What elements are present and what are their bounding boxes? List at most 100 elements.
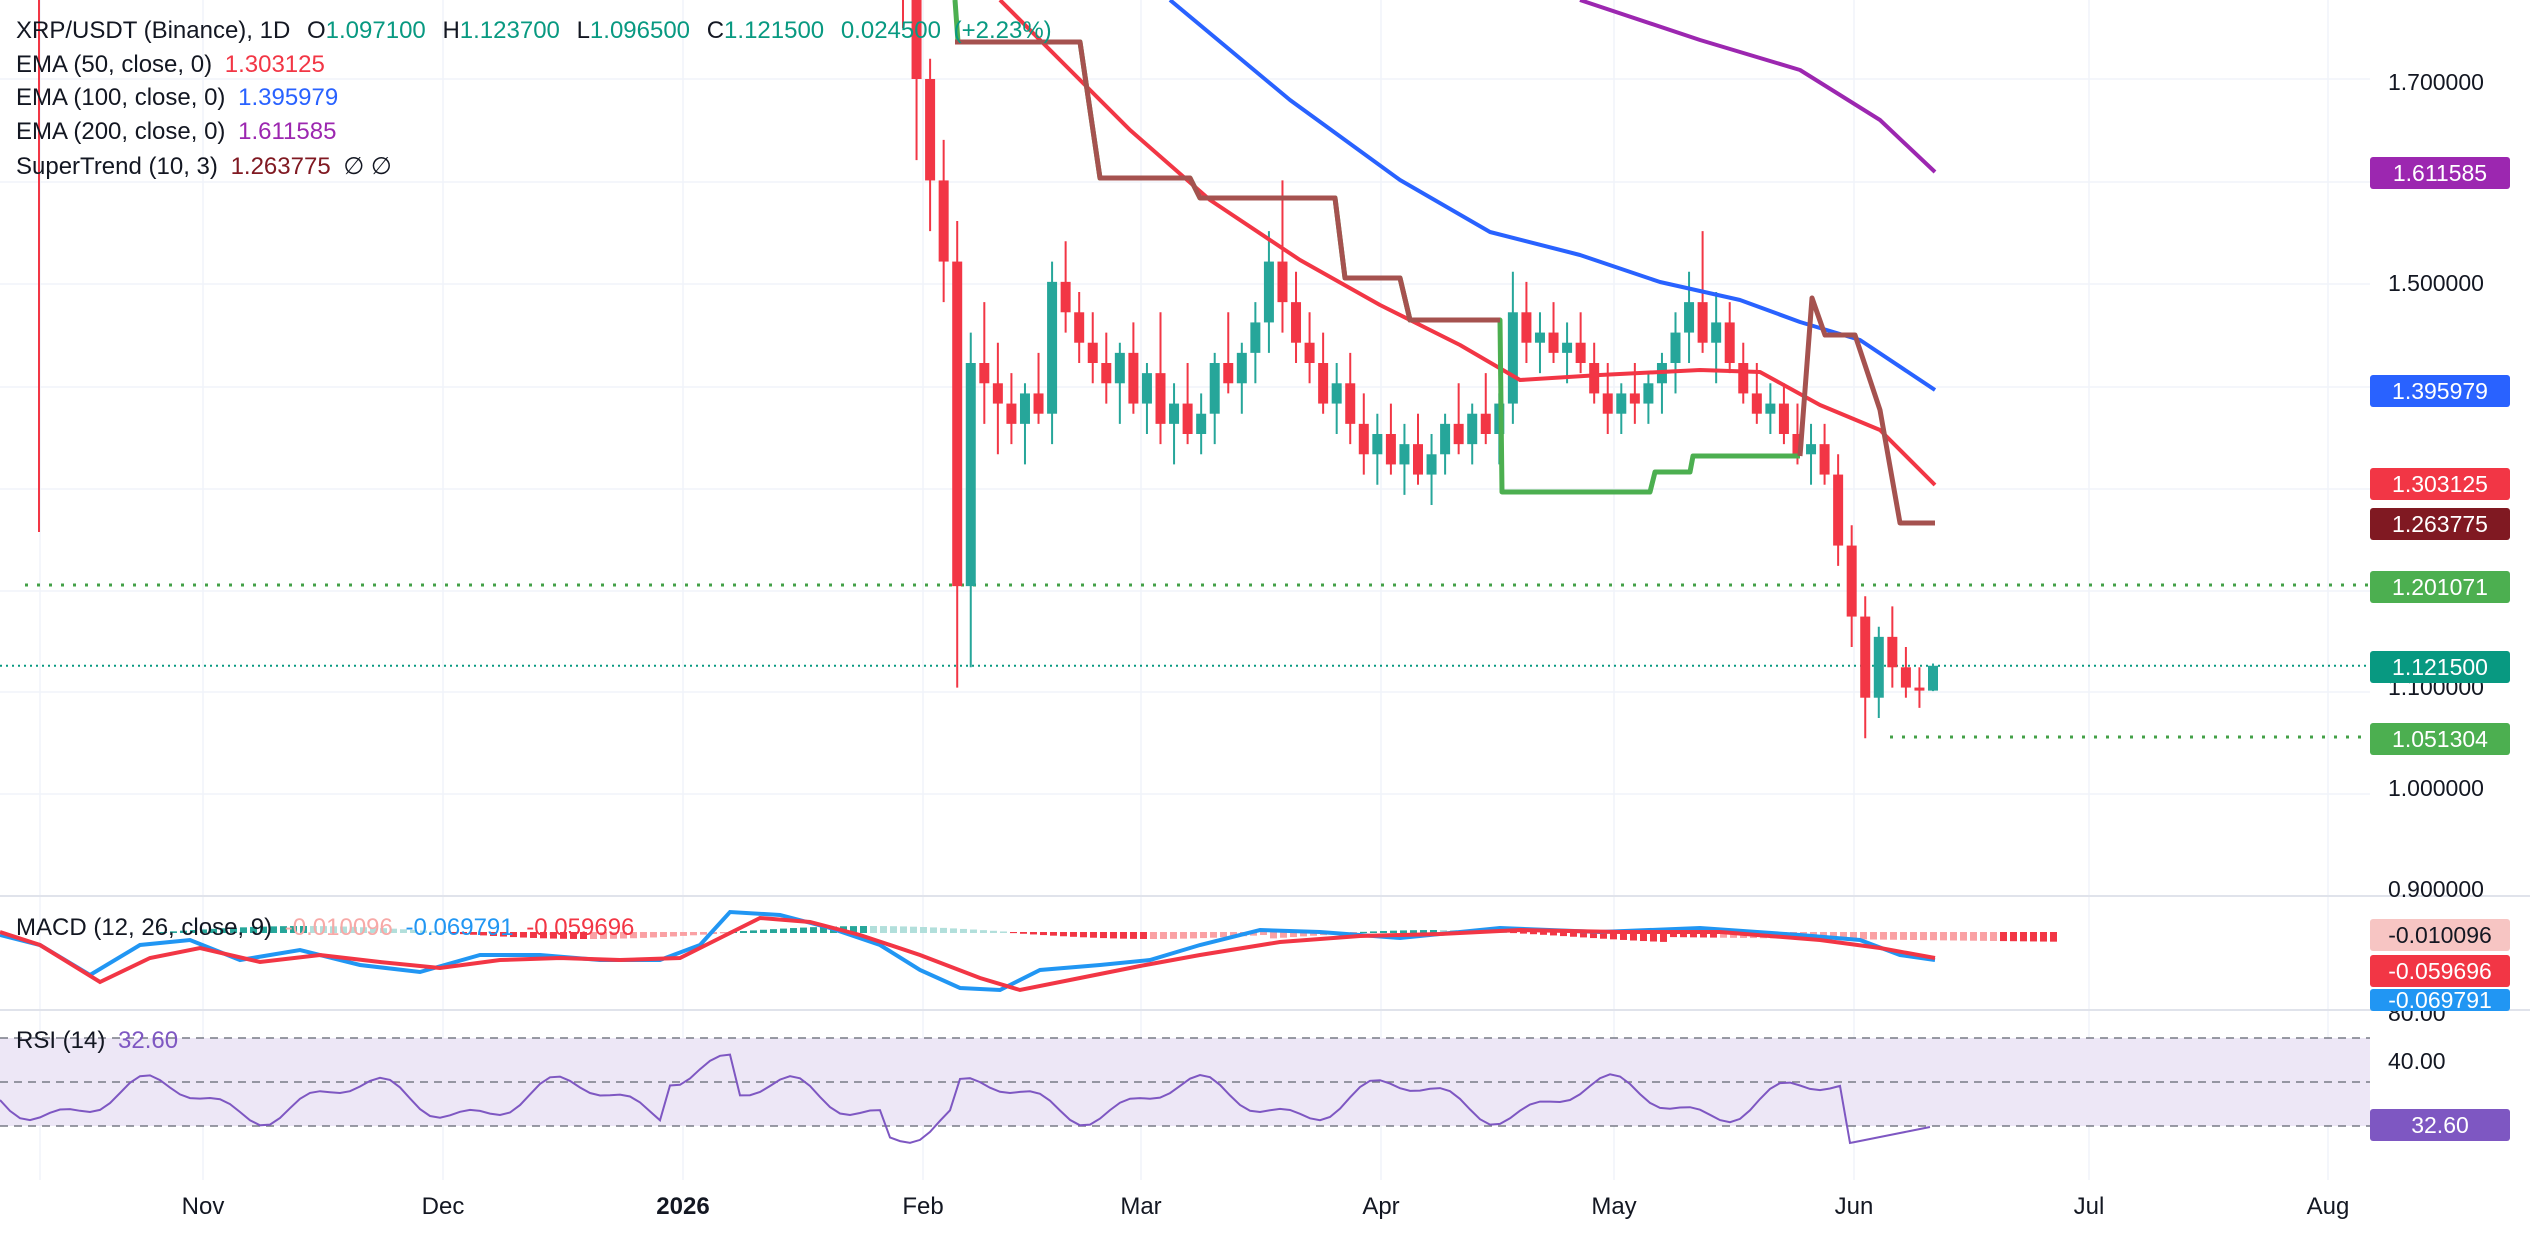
macd-histogram-bar xyxy=(280,926,287,933)
candle xyxy=(1440,413,1451,475)
candle-body xyxy=(1141,373,1152,404)
macd-histogram-bar xyxy=(970,929,977,933)
close-label: C xyxy=(706,17,725,44)
macd-histogram-bar xyxy=(1310,932,1317,936)
macd-histogram-bar xyxy=(160,932,167,933)
candle xyxy=(1385,403,1396,475)
macd-histogram-bar xyxy=(1620,932,1627,940)
candle xyxy=(1846,525,1857,647)
x-tick-feb: Feb xyxy=(902,1193,944,1220)
supertrend-legend[interactable]: SuperTrend (10, 3) 1.263775 ∅ ∅ xyxy=(16,152,392,181)
macd-histogram-bar xyxy=(1640,932,1647,942)
ema100-label: EMA (100, close, 0) xyxy=(16,84,226,111)
candle-body xyxy=(1291,302,1302,343)
candle-body xyxy=(1833,474,1844,546)
macd-histogram-bar xyxy=(320,926,327,933)
candle-body xyxy=(1385,434,1396,465)
candle-body xyxy=(1575,342,1586,363)
candle-body xyxy=(1521,312,1532,343)
ema200-legend[interactable]: EMA (200, close, 0) 1.611585 xyxy=(16,118,336,146)
macd-histogram-bar xyxy=(1250,932,1257,936)
macd-histogram-bar xyxy=(1560,932,1567,937)
macd-histogram-bar xyxy=(1200,932,1207,939)
macd-histogram-bar xyxy=(1840,932,1847,940)
macd-histogram-bar xyxy=(270,926,277,933)
macd-histogram-bar xyxy=(930,927,937,933)
candle-body xyxy=(1196,413,1207,434)
candle-body xyxy=(1019,393,1030,424)
candle-body xyxy=(992,383,1003,404)
candle-body xyxy=(1114,352,1125,384)
x-tick-dec: Dec xyxy=(421,1193,465,1220)
candle-body xyxy=(1467,413,1478,445)
rsi-legend[interactable]: RSI (14) 32.60 xyxy=(16,1027,178,1055)
macd-histogram-bar xyxy=(520,932,527,938)
candle xyxy=(1141,363,1152,434)
candle xyxy=(1914,667,1925,708)
candle xyxy=(925,58,936,232)
candle xyxy=(1169,383,1180,465)
supertrend-down-line xyxy=(955,39,1500,323)
macd-histogram-bar xyxy=(490,932,497,937)
supertrend-extra: ∅ ∅ xyxy=(343,153,392,180)
candle-body xyxy=(1792,434,1803,455)
macd-histogram-bar xyxy=(1540,932,1547,935)
candle xyxy=(1114,342,1125,424)
candle xyxy=(1548,302,1559,363)
candle-body xyxy=(1602,393,1613,414)
macd-histogram-bar xyxy=(1050,932,1057,936)
candle xyxy=(1263,231,1274,353)
macd-histogram-bar xyxy=(1080,932,1087,938)
candle xyxy=(952,221,963,688)
macd-histogram-bar xyxy=(170,931,177,933)
macd-histogram-bar xyxy=(1160,932,1167,939)
candle-body xyxy=(1209,363,1220,414)
candle xyxy=(1304,312,1315,384)
macd-histogram-bar xyxy=(350,926,357,933)
candle xyxy=(1724,302,1735,374)
horizontal-levels xyxy=(0,583,2370,739)
macd-line-value: -0.069791 xyxy=(405,914,514,941)
symbol-label: XRP/USDT (Binance), 1D xyxy=(16,17,291,44)
candle xyxy=(1074,292,1085,363)
macd-histogram-bar xyxy=(670,932,677,937)
candle xyxy=(1372,413,1383,485)
ema100-legend[interactable]: EMA (100, close, 0) 1.395979 xyxy=(16,84,338,112)
y-tick-0900: 0.900000 xyxy=(2388,876,2484,902)
candle-body xyxy=(1413,444,1423,475)
candle xyxy=(1413,413,1423,485)
candle-body xyxy=(1169,403,1180,424)
candle xyxy=(1291,271,1302,363)
candle xyxy=(1928,663,1938,692)
open-value: 1.097100 xyxy=(325,17,426,44)
macd-histogram-bar xyxy=(1940,932,1947,941)
macd-histogram-bar xyxy=(330,926,337,933)
x-tick-2026: 2026 xyxy=(656,1193,710,1220)
macd-histogram-bar xyxy=(210,928,217,933)
candle-body xyxy=(1751,393,1762,414)
macd-histogram-bar xyxy=(1970,932,1977,941)
macd-histogram-bar xyxy=(650,932,657,938)
low-value: 1.096500 xyxy=(589,17,691,44)
candle xyxy=(1480,373,1491,445)
ema50-legend[interactable]: EMA (50, close, 0) 1.303125 xyxy=(16,51,325,79)
x-tick-may: May xyxy=(1591,1193,1637,1220)
rsi-badge: 32.60 xyxy=(2370,1109,2510,1141)
candle xyxy=(1453,383,1464,455)
macd-histogram-bar xyxy=(660,932,667,937)
macd-histogram-bar xyxy=(1400,930,1407,933)
macd-histogram-bar xyxy=(870,926,877,933)
macd-histogram-bar xyxy=(370,927,377,933)
macd-legend[interactable]: MACD (12, 26, close, 9) -0.010096 -0.069… xyxy=(16,914,634,942)
candle xyxy=(1873,626,1884,718)
candle xyxy=(1765,383,1776,434)
candle xyxy=(1562,322,1573,384)
ema100-value: 1.395979 xyxy=(238,84,339,111)
candle-body xyxy=(1074,312,1085,343)
macd-histogram-bar xyxy=(1270,932,1277,939)
candle xyxy=(1887,606,1898,688)
candle-body xyxy=(1087,342,1098,363)
macd-histogram-bar xyxy=(510,932,517,938)
candle-body xyxy=(1182,403,1193,434)
